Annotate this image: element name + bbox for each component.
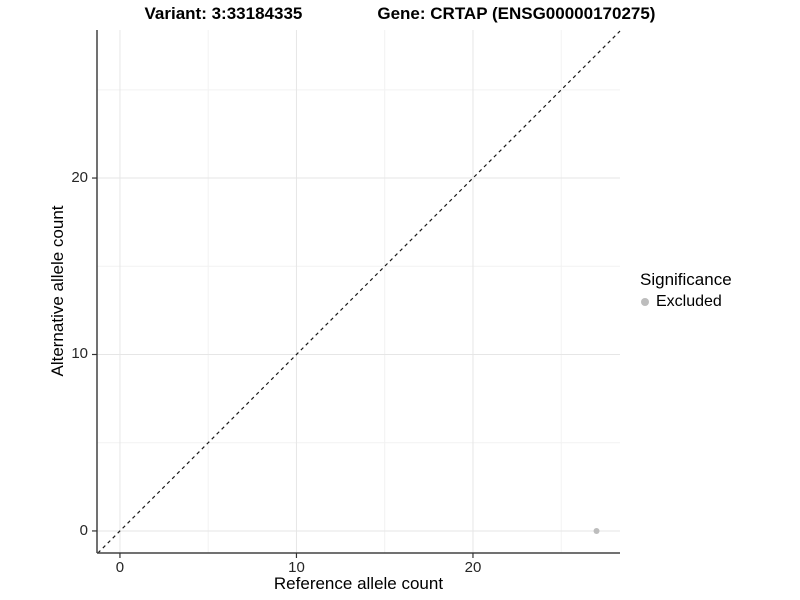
y-tick-label: 20 — [71, 169, 88, 187]
plot-title: Variant: 3:33184335 Gene: CRTAP (ENSG000… — [0, 4, 800, 24]
y-tick-label: 0 — [79, 521, 88, 539]
variant-title: Variant: 3:33184335 — [144, 4, 303, 23]
legend-item-excluded: Excluded — [640, 293, 732, 311]
legend-title: Significance — [640, 270, 732, 289]
x-tick-label: 10 — [288, 559, 305, 576]
y-tick-label: 10 — [71, 345, 88, 363]
y-axis-title: Alternative allele count — [48, 205, 67, 377]
x-tick-label: 20 — [464, 559, 482, 576]
data-point — [593, 527, 600, 534]
identity-reference-line — [97, 30, 621, 554]
x-tick-label: 0 — [115, 559, 125, 576]
x-axis-title: Reference allele count — [273, 574, 444, 593]
legend-item-label: Excluded — [656, 293, 722, 310]
legend-point-icon — [641, 298, 649, 306]
legend: Significance Excluded — [640, 270, 732, 311]
gene-title: Gene: CRTAP (ENSG00000170275) — [377, 4, 656, 23]
